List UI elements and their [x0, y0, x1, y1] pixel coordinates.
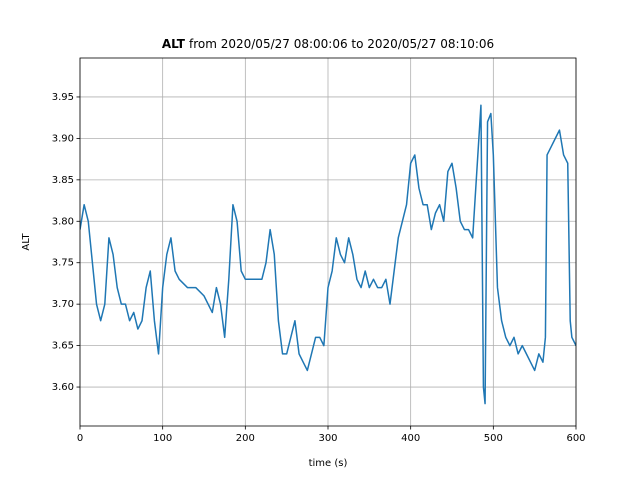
plot-frame	[79, 57, 577, 427]
x-tick-label: 0	[77, 433, 83, 444]
x-tick-label: 400	[401, 433, 420, 444]
y-tick-label: 3.70	[52, 299, 74, 310]
x-tick-label: 600	[566, 433, 585, 444]
x-tick-label: 200	[236, 433, 255, 444]
y-axis-label: ALT	[21, 233, 32, 251]
x-axis-label: time (s)	[309, 458, 348, 469]
y-tick-label: 3.65	[52, 341, 74, 352]
y-tick-label: 3.95	[52, 92, 74, 103]
x-tick-label: 300	[318, 433, 337, 444]
x-tick-label: 500	[484, 433, 503, 444]
y-tick-label: 3.90	[52, 133, 74, 144]
title-bold: ALT	[162, 37, 186, 51]
x-tick-label: 100	[153, 433, 172, 444]
y-tick-label: 3.75	[52, 258, 74, 269]
title-rest: from 2020/05/27 08:00:06 to 2020/05/27 0…	[189, 37, 494, 51]
y-tick-label: 3.80	[52, 216, 74, 227]
chart-title: ALT from 2020/05/27 08:00:06 to 2020/05/2…	[162, 37, 494, 51]
data-line	[80, 104, 576, 405]
y-tick-label: 3.85	[52, 175, 74, 186]
y-tick-label: 3.60	[52, 382, 74, 393]
